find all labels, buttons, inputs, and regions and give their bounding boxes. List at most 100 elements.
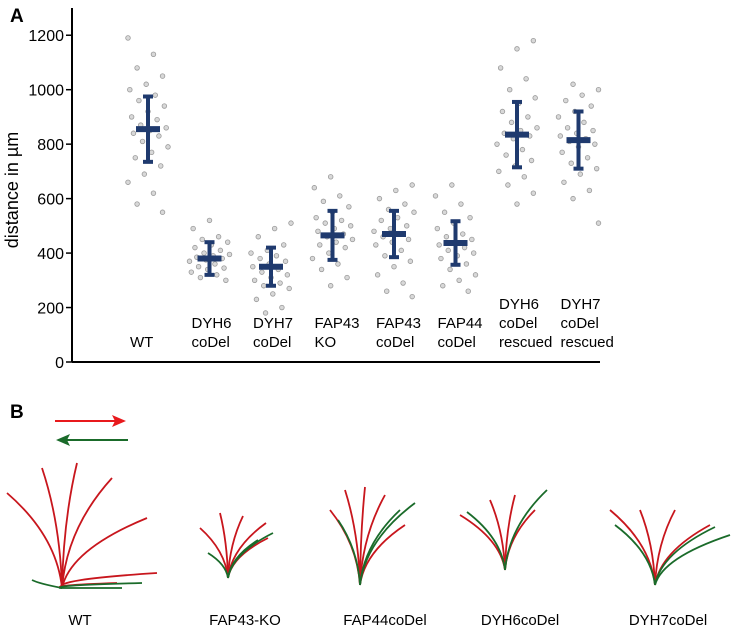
data-point xyxy=(322,220,328,226)
data-point xyxy=(335,261,341,267)
data-point xyxy=(150,190,157,196)
x-tick-label: FAP43 KO xyxy=(315,315,360,351)
data-point xyxy=(514,46,520,52)
data-point xyxy=(344,274,350,281)
data-point xyxy=(469,236,475,243)
data-point xyxy=(497,65,504,71)
panel-label: A xyxy=(10,6,24,27)
direction-arrows xyxy=(55,415,128,446)
data-point xyxy=(528,157,535,164)
data-point xyxy=(284,272,291,278)
data-point xyxy=(374,272,381,278)
data-point xyxy=(449,182,455,188)
data-point xyxy=(141,171,148,177)
data-point xyxy=(521,174,527,180)
data-point xyxy=(581,119,587,126)
data-point xyxy=(327,174,334,180)
data-point xyxy=(134,65,140,71)
data-point xyxy=(327,283,334,289)
waveform-label: DYH7coDel xyxy=(629,612,707,629)
waveform xyxy=(609,509,731,586)
data-point xyxy=(402,201,408,207)
data-point xyxy=(508,119,515,126)
y-tick-label: 800 xyxy=(37,137,64,154)
flagellum-trace xyxy=(61,517,148,589)
data-point xyxy=(555,114,562,120)
data-point xyxy=(405,236,412,243)
data-point xyxy=(458,201,464,207)
data-point xyxy=(382,253,388,259)
data-point xyxy=(590,127,596,134)
data-point xyxy=(226,251,233,258)
data-point xyxy=(530,37,537,44)
data-point xyxy=(259,269,265,275)
data-point xyxy=(251,277,258,284)
flagellum-trace xyxy=(466,511,506,571)
data-point xyxy=(309,255,316,262)
data-point xyxy=(221,265,227,271)
data-point xyxy=(441,209,448,215)
data-point xyxy=(393,187,399,194)
data-point xyxy=(148,149,155,156)
data-point xyxy=(595,86,602,93)
data-point xyxy=(224,239,231,245)
flagellum-trace xyxy=(359,502,416,586)
data-point xyxy=(557,133,564,139)
x-tick-label: DYH6 coDel xyxy=(192,315,232,351)
data-point xyxy=(201,250,207,256)
data-point xyxy=(342,244,348,251)
x-tick-label: DYH7 coDel rescued xyxy=(561,296,614,351)
y-tick-label: 1200 xyxy=(28,28,64,45)
data-point xyxy=(165,144,171,150)
data-point xyxy=(199,236,205,243)
flagellum-trace xyxy=(41,467,63,589)
data-point xyxy=(125,35,131,41)
data-point xyxy=(507,86,513,93)
data-point xyxy=(192,244,198,251)
data-point xyxy=(132,155,138,161)
x-tick-label: WT xyxy=(130,334,153,351)
data-point xyxy=(273,253,280,259)
data-point xyxy=(255,234,261,240)
flagellum-trace xyxy=(6,492,63,589)
data-point xyxy=(595,220,602,226)
data-point xyxy=(161,103,168,109)
data-point xyxy=(270,291,276,297)
y-tick-label: 200 xyxy=(37,301,64,318)
data-point xyxy=(373,242,379,248)
data-point xyxy=(143,81,149,87)
x-tick-label: FAP43 coDel xyxy=(376,315,421,351)
data-point xyxy=(281,242,287,248)
data-point xyxy=(398,247,404,254)
data-point xyxy=(136,97,142,104)
data-point xyxy=(190,225,196,232)
data-point xyxy=(503,152,509,158)
waveform-label: FAP44coDel xyxy=(343,612,426,629)
data-point xyxy=(391,263,397,270)
data-point xyxy=(159,73,166,79)
data-point xyxy=(514,201,520,207)
data-point xyxy=(467,214,473,221)
waveform xyxy=(6,462,158,589)
data-point xyxy=(465,288,471,294)
data-point xyxy=(217,247,224,254)
y-tick-label: 0 xyxy=(55,355,64,372)
data-point xyxy=(197,274,204,281)
data-point xyxy=(282,258,289,264)
data-point xyxy=(561,179,567,185)
flagellum-trace xyxy=(614,524,656,586)
x-tick-label: DYH6 coDel rescued xyxy=(499,296,552,351)
data-point xyxy=(277,280,283,286)
data-point xyxy=(559,149,565,156)
data-point xyxy=(326,250,332,256)
data-point xyxy=(470,250,477,256)
data-point xyxy=(588,103,594,109)
flagellum-trace xyxy=(207,552,229,579)
data-point xyxy=(472,272,479,278)
data-point xyxy=(579,92,585,98)
data-point xyxy=(156,133,162,139)
data-point xyxy=(337,193,343,199)
data-point xyxy=(378,217,384,224)
data-point xyxy=(150,51,157,57)
